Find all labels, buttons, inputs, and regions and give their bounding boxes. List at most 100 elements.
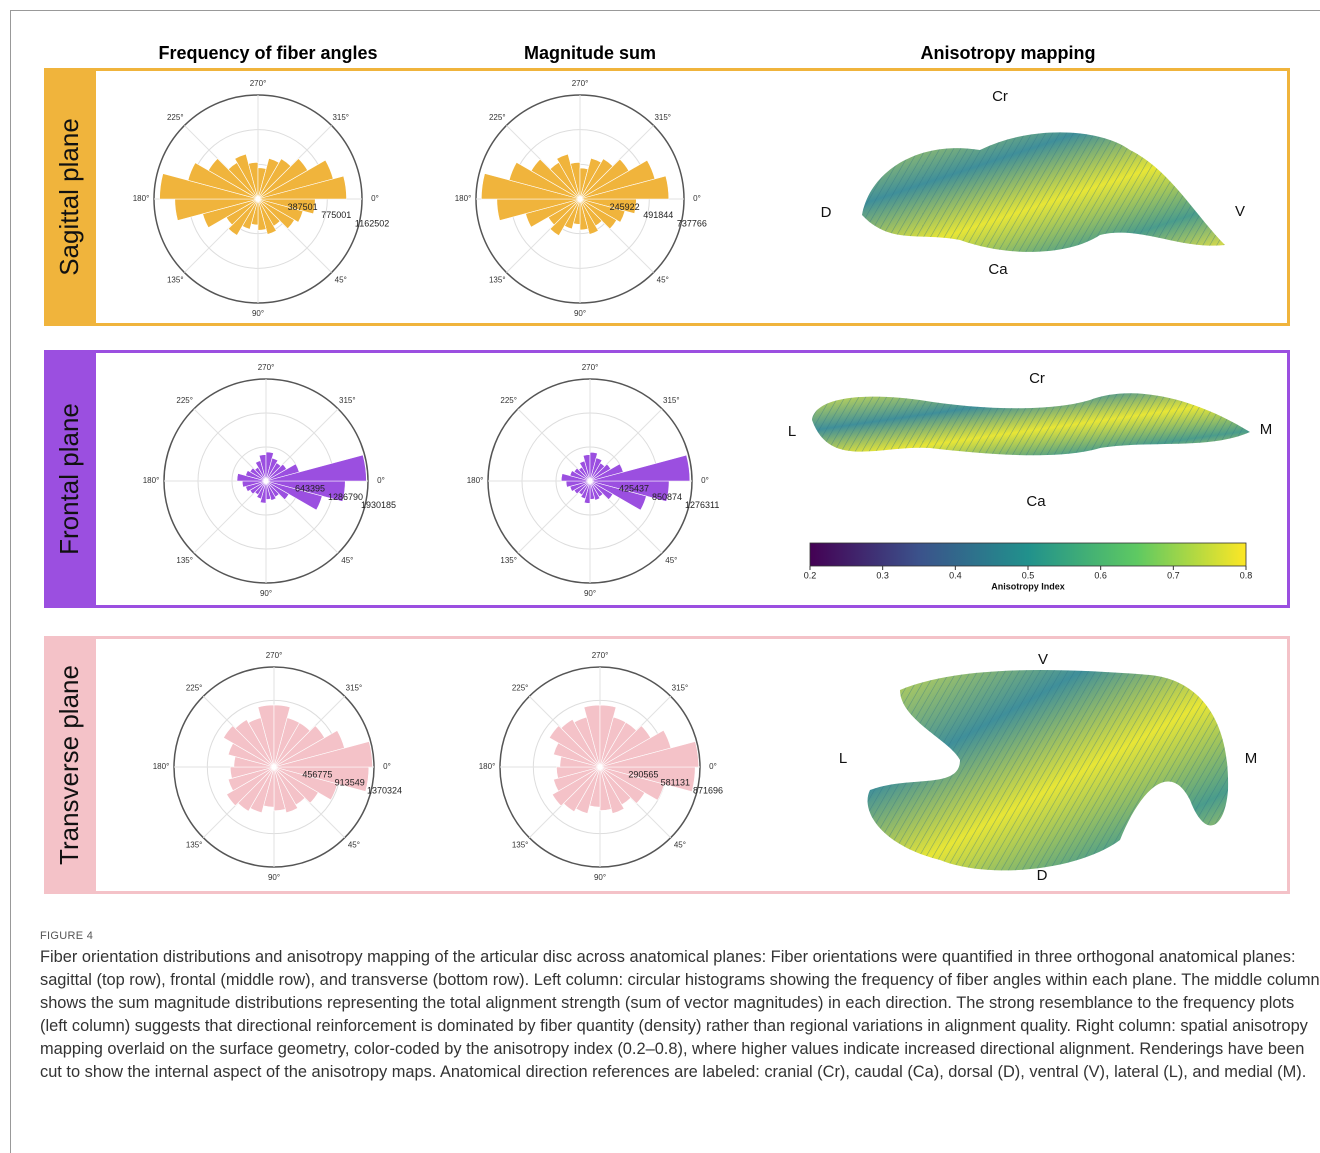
angle-label: 45° (341, 556, 353, 565)
angle-label: 270° (258, 363, 275, 372)
colorbar-tick-label: 0.2 (804, 570, 817, 580)
radial-tick-label: 245922 (610, 202, 640, 212)
angle-label: 180° (479, 762, 496, 771)
angle-label: 180° (467, 476, 484, 485)
column-header: Anisotropy mapping (921, 43, 1096, 63)
angle-label: 180° (143, 476, 160, 485)
angle-label: 180° (153, 762, 170, 771)
direction-label: V (1038, 651, 1048, 668)
radial-tick-label: 775001 (321, 210, 351, 220)
direction-label: M (1245, 750, 1258, 767)
radial-tick-label: 581131 (661, 778, 690, 788)
anisotropy-rendering (812, 393, 1250, 455)
angle-label: 315° (672, 684, 689, 693)
anisotropy-rendering (862, 132, 1225, 252)
angle-label: 90° (574, 309, 586, 318)
radial-tick-label: 491844 (643, 210, 673, 220)
colorbar-tick-label: 0.8 (1240, 570, 1253, 580)
radial-tick-label: 290565 (628, 769, 658, 779)
radial-tick-label: 456775 (302, 769, 332, 779)
direction-label: Cr (992, 88, 1008, 105)
angle-label: 315° (663, 396, 680, 405)
radial-tick-label: 737766 (677, 219, 707, 229)
angle-label: 135° (167, 275, 184, 284)
direction-label: M (1260, 421, 1273, 438)
angle-label: 225° (176, 396, 193, 405)
direction-label: L (788, 423, 796, 440)
angle-label: 135° (500, 556, 517, 565)
angle-label: 90° (594, 873, 606, 882)
radial-tick-label: 1370324 (367, 786, 402, 796)
angle-label: 45° (665, 556, 677, 565)
angle-label: 0° (693, 194, 701, 203)
angle-label: 270° (582, 363, 599, 372)
caption-text: Fiber orientation distributions and anis… (40, 946, 1320, 1084)
angle-label: 135° (512, 841, 529, 850)
angle-label: 45° (674, 841, 686, 850)
angle-label: 90° (268, 873, 280, 882)
anisotropy-rendering (868, 670, 1229, 870)
angle-label: 90° (260, 589, 272, 598)
page: Frequency of fiber angles Magnitude sum … (0, 0, 1320, 1153)
radial-tick-label: 425437 (619, 484, 649, 494)
angle-label: 315° (346, 684, 363, 693)
angle-label: 0° (377, 476, 385, 485)
angle-label: 180° (133, 194, 150, 203)
colorbar-tick-label: 0.7 (1167, 570, 1180, 580)
angle-label: 225° (500, 396, 517, 405)
angle-label: 0° (709, 762, 717, 771)
angle-label: 270° (266, 651, 283, 660)
radial-tick-label: 1276311 (685, 500, 719, 510)
direction-label: Ca (1026, 493, 1046, 510)
angle-label: 0° (701, 476, 709, 485)
radial-tick-label: 387501 (288, 202, 318, 212)
radial-tick-label: 871696 (693, 786, 723, 796)
colorbar-tick-label: 0.4 (949, 570, 962, 580)
angle-label: 0° (383, 762, 391, 771)
radial-tick-label: 1286790 (328, 492, 363, 502)
figure: Frequency of fiber angles Magnitude sum … (0, 0, 1320, 925)
direction-label: L (839, 750, 847, 767)
caption-label: FIGURE 4 (40, 930, 1320, 942)
radial-tick-label: 1162502 (355, 219, 389, 229)
angle-label: 225° (186, 684, 203, 693)
angle-label: 135° (489, 275, 506, 284)
colorbar-label: Anisotropy Index (991, 581, 1065, 591)
angle-label: 315° (339, 396, 356, 405)
column-header: Frequency of fiber angles (158, 43, 377, 63)
direction-label: Cr (1029, 370, 1045, 387)
angle-label: 135° (176, 556, 193, 565)
angle-label: 270° (572, 79, 589, 88)
angle-label: 315° (654, 113, 671, 122)
plane-label: Transverse plane (54, 665, 84, 865)
angle-label: 270° (592, 651, 609, 660)
plane-label: Frontal plane (54, 403, 84, 555)
column-header: Magnitude sum (524, 43, 656, 63)
direction-label: V (1235, 203, 1245, 220)
colorbar (810, 543, 1246, 566)
direction-label: D (1037, 867, 1048, 884)
angle-label: 45° (657, 275, 669, 284)
plane-label: Sagittal plane (54, 118, 84, 276)
angle-label: 0° (371, 194, 379, 203)
radial-tick-label: 850874 (652, 492, 682, 502)
angle-label: 225° (512, 684, 529, 693)
radial-tick-label: 643395 (295, 484, 325, 494)
radial-tick-label: 1930185 (361, 500, 396, 510)
angle-label: 90° (584, 589, 596, 598)
colorbar-tick-label: 0.5 (1022, 570, 1035, 580)
direction-label: D (821, 204, 832, 221)
direction-label: Ca (988, 261, 1008, 278)
angle-label: 225° (489, 113, 506, 122)
caption: FIGURE 4 Fiber orientation distributions… (40, 930, 1320, 1084)
angle-label: 270° (250, 79, 267, 88)
angle-label: 315° (332, 113, 349, 122)
angle-label: 225° (167, 113, 184, 122)
colorbar-tick-label: 0.3 (876, 570, 889, 580)
colorbar-tick-label: 0.6 (1094, 570, 1107, 580)
angle-label: 90° (252, 309, 264, 318)
radial-tick-label: 913549 (335, 778, 365, 788)
angle-label: 180° (455, 194, 472, 203)
angle-label: 45° (348, 841, 360, 850)
angle-label: 45° (335, 275, 347, 284)
